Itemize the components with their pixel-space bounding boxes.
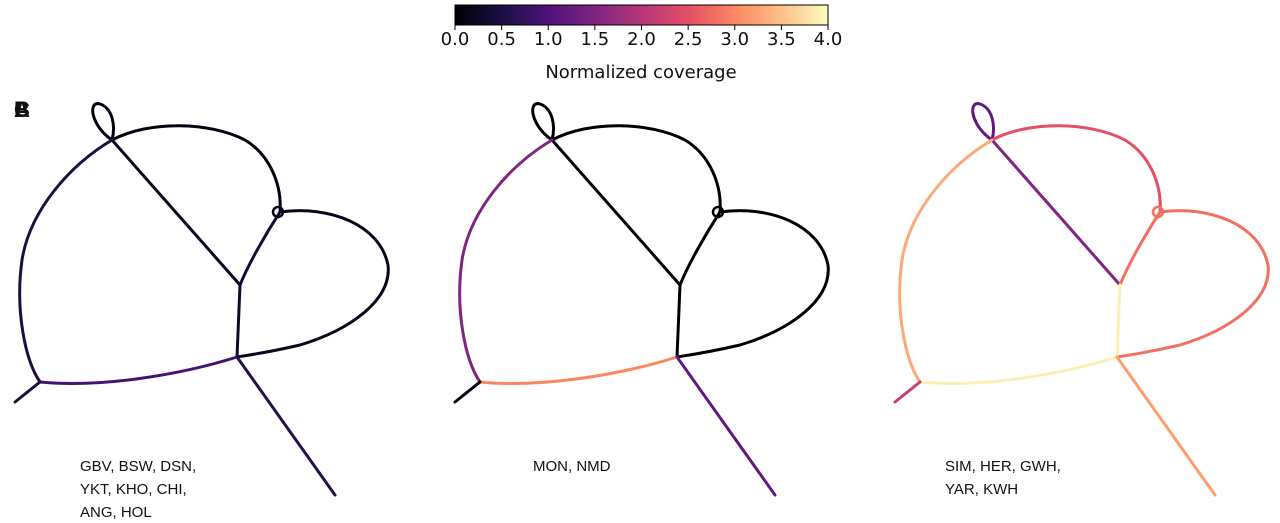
graph-edge	[458, 138, 554, 384]
graph-edge	[1118, 210, 1162, 287]
colorbar-tick-label: 3.0	[720, 29, 749, 50]
graph-edge	[235, 283, 242, 359]
colorbar-label: Normalized coverage	[545, 62, 736, 83]
graph-loop	[1151, 205, 1165, 219]
colorbar-tick-label: 1.5	[581, 29, 610, 50]
graph-edge	[918, 355, 1119, 385]
graph-edge	[91, 102, 115, 142]
panel-caption: YKT, KHO, CHI,	[80, 481, 187, 498]
graph-panel	[453, 102, 830, 497]
graph-edge	[990, 138, 1122, 287]
graph-edge	[898, 138, 994, 384]
graph-edge	[13, 380, 42, 404]
graph-edge	[675, 355, 777, 497]
panel-caption: GBV, BSW, DSN,	[80, 458, 196, 475]
graph-edge	[531, 102, 555, 142]
colorbar-tick-label: 3.5	[767, 29, 796, 50]
colorbar-tick-label: 0.0	[441, 29, 470, 50]
graph-loop	[271, 205, 285, 219]
graph-edge	[110, 138, 242, 287]
colorbar	[454, 4, 829, 26]
graph-edge	[238, 210, 282, 287]
graph-edge	[1115, 283, 1122, 359]
graph-edge	[675, 209, 830, 359]
panel-caption: MON, NMD	[533, 458, 611, 475]
graph-edge	[1115, 355, 1217, 497]
panel-label: B	[14, 97, 30, 122]
graph-edge	[550, 124, 722, 214]
graph-panel	[13, 102, 390, 497]
graph-edge	[678, 210, 722, 287]
panel-caption: SIM, HER, GWH,	[945, 458, 1061, 475]
graph-edge	[971, 102, 995, 142]
graph-edge	[1115, 209, 1270, 359]
graph-edge	[110, 124, 282, 214]
graph-edge	[453, 380, 482, 404]
graph-edge	[235, 355, 337, 497]
panel-caption: ANG, HOL	[80, 504, 152, 521]
graph-edge	[675, 283, 682, 359]
graph-edge	[235, 209, 390, 359]
graph-edge	[38, 355, 239, 385]
panel-label: C	[14, 97, 30, 122]
panel-label: A	[14, 97, 30, 122]
colorbar-tick-label: 2.5	[674, 29, 703, 50]
graph-edge	[18, 138, 114, 384]
graph-edge	[478, 355, 679, 385]
colorbar-tick-label: 2.0	[627, 29, 656, 50]
panel-caption: YAR, KWH	[945, 481, 1018, 498]
graph-edge	[990, 124, 1162, 214]
colorbar-tick-label: 4.0	[814, 29, 843, 50]
colorbar-tick-label: 0.5	[487, 29, 516, 50]
graph-loop	[711, 205, 725, 219]
graph-edge	[893, 380, 922, 404]
graph-edge	[550, 138, 682, 287]
graph-panel	[893, 102, 1270, 497]
colorbar-tick-label: 1.0	[534, 29, 563, 50]
